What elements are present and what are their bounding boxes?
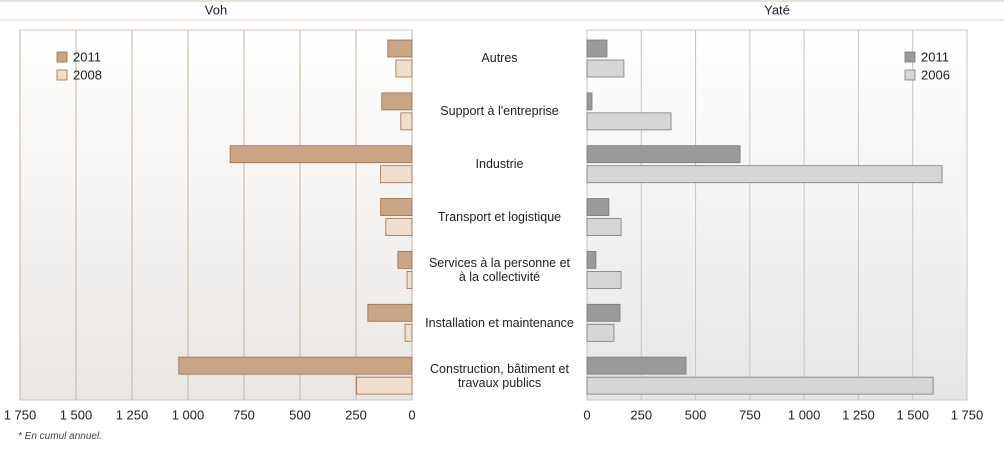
bar xyxy=(356,376,413,395)
x-tick-label: 1 750 xyxy=(951,407,984,422)
category-label: Industrie xyxy=(475,157,524,172)
bar xyxy=(400,112,413,131)
legend-swatch xyxy=(56,51,68,63)
chart-title: Yaté xyxy=(764,2,790,17)
x-tick-label: 750 xyxy=(233,407,255,422)
x-tick-label: 1 000 xyxy=(172,407,205,422)
bar xyxy=(387,39,413,58)
plot-background xyxy=(586,29,968,401)
category-label: Autres xyxy=(481,51,518,66)
bar xyxy=(395,59,413,78)
bar xyxy=(385,218,413,236)
bar xyxy=(586,59,625,78)
bar xyxy=(406,271,413,289)
x-tick-label: 1 000 xyxy=(788,407,821,422)
bar xyxy=(381,92,413,111)
legend-swatch xyxy=(56,69,68,81)
x-tick-label: 750 xyxy=(739,407,761,422)
bar xyxy=(178,356,413,375)
bar xyxy=(586,376,934,395)
x-tick-label: 250 xyxy=(630,407,652,422)
legend-label: 2008 xyxy=(73,67,102,82)
bar xyxy=(397,251,413,269)
bar xyxy=(586,218,622,236)
category-label: Transport et logistique xyxy=(437,210,562,224)
bar xyxy=(367,303,413,322)
x-tick-label: 250 xyxy=(345,407,367,422)
x-tick-label: 500 xyxy=(289,407,311,422)
bar xyxy=(586,251,597,269)
bar xyxy=(586,271,622,289)
x-tick-label: 500 xyxy=(685,407,707,422)
bar xyxy=(380,165,413,184)
x-tick-label: 1 500 xyxy=(896,407,929,422)
x-tick-label: 1 500 xyxy=(60,407,93,422)
bar xyxy=(586,145,741,164)
bar xyxy=(586,323,615,342)
bar xyxy=(586,356,687,375)
footnote: * En cumul annuel. xyxy=(18,431,102,442)
bar xyxy=(586,112,672,131)
legend-label: 2006 xyxy=(921,67,950,82)
x-tick-label: 1 750 xyxy=(4,407,37,422)
legend-label: 2011 xyxy=(73,49,101,64)
bar xyxy=(586,165,943,184)
plot-background xyxy=(19,29,413,401)
bar xyxy=(229,145,413,164)
bar xyxy=(586,39,608,58)
legend-label: 2011 xyxy=(921,49,949,64)
x-tick-label: 0 xyxy=(408,407,415,422)
x-tick-label: 1 250 xyxy=(116,407,149,422)
category-label: Services à la personne et à la collectiv… xyxy=(428,255,571,284)
x-tick-label: 0 xyxy=(583,407,590,422)
legend-swatch xyxy=(904,69,916,81)
x-tick-label: 1 250 xyxy=(842,407,875,422)
legend-swatch xyxy=(904,51,916,63)
bar xyxy=(404,323,413,342)
bar xyxy=(586,303,621,322)
category-label: Installation et maintenance xyxy=(425,315,574,330)
category-label: Support à l'entreprise xyxy=(440,104,559,119)
bar xyxy=(380,198,413,216)
bar xyxy=(586,198,610,216)
category-label: Construction, bâtiment et travaux public… xyxy=(430,361,569,390)
bar xyxy=(586,92,593,111)
chart-title: Voh xyxy=(205,2,227,17)
